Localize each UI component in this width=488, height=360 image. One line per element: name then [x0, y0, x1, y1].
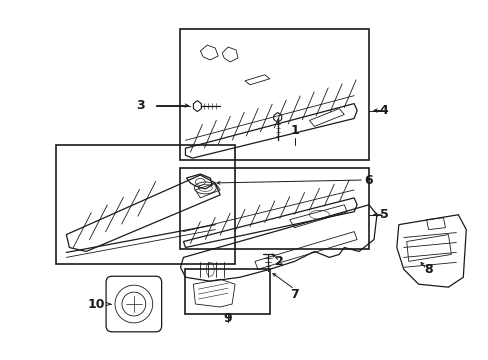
Text: 9: 9: [224, 312, 232, 325]
Text: 3: 3: [136, 99, 145, 112]
Text: 5: 5: [379, 208, 387, 221]
Text: 6: 6: [364, 174, 372, 186]
Text: 10: 10: [87, 297, 105, 311]
Text: 8: 8: [424, 263, 432, 276]
Text: 2: 2: [275, 255, 284, 268]
Text: 7: 7: [290, 288, 298, 301]
Text: 4: 4: [379, 104, 387, 117]
Text: 1: 1: [290, 124, 298, 137]
